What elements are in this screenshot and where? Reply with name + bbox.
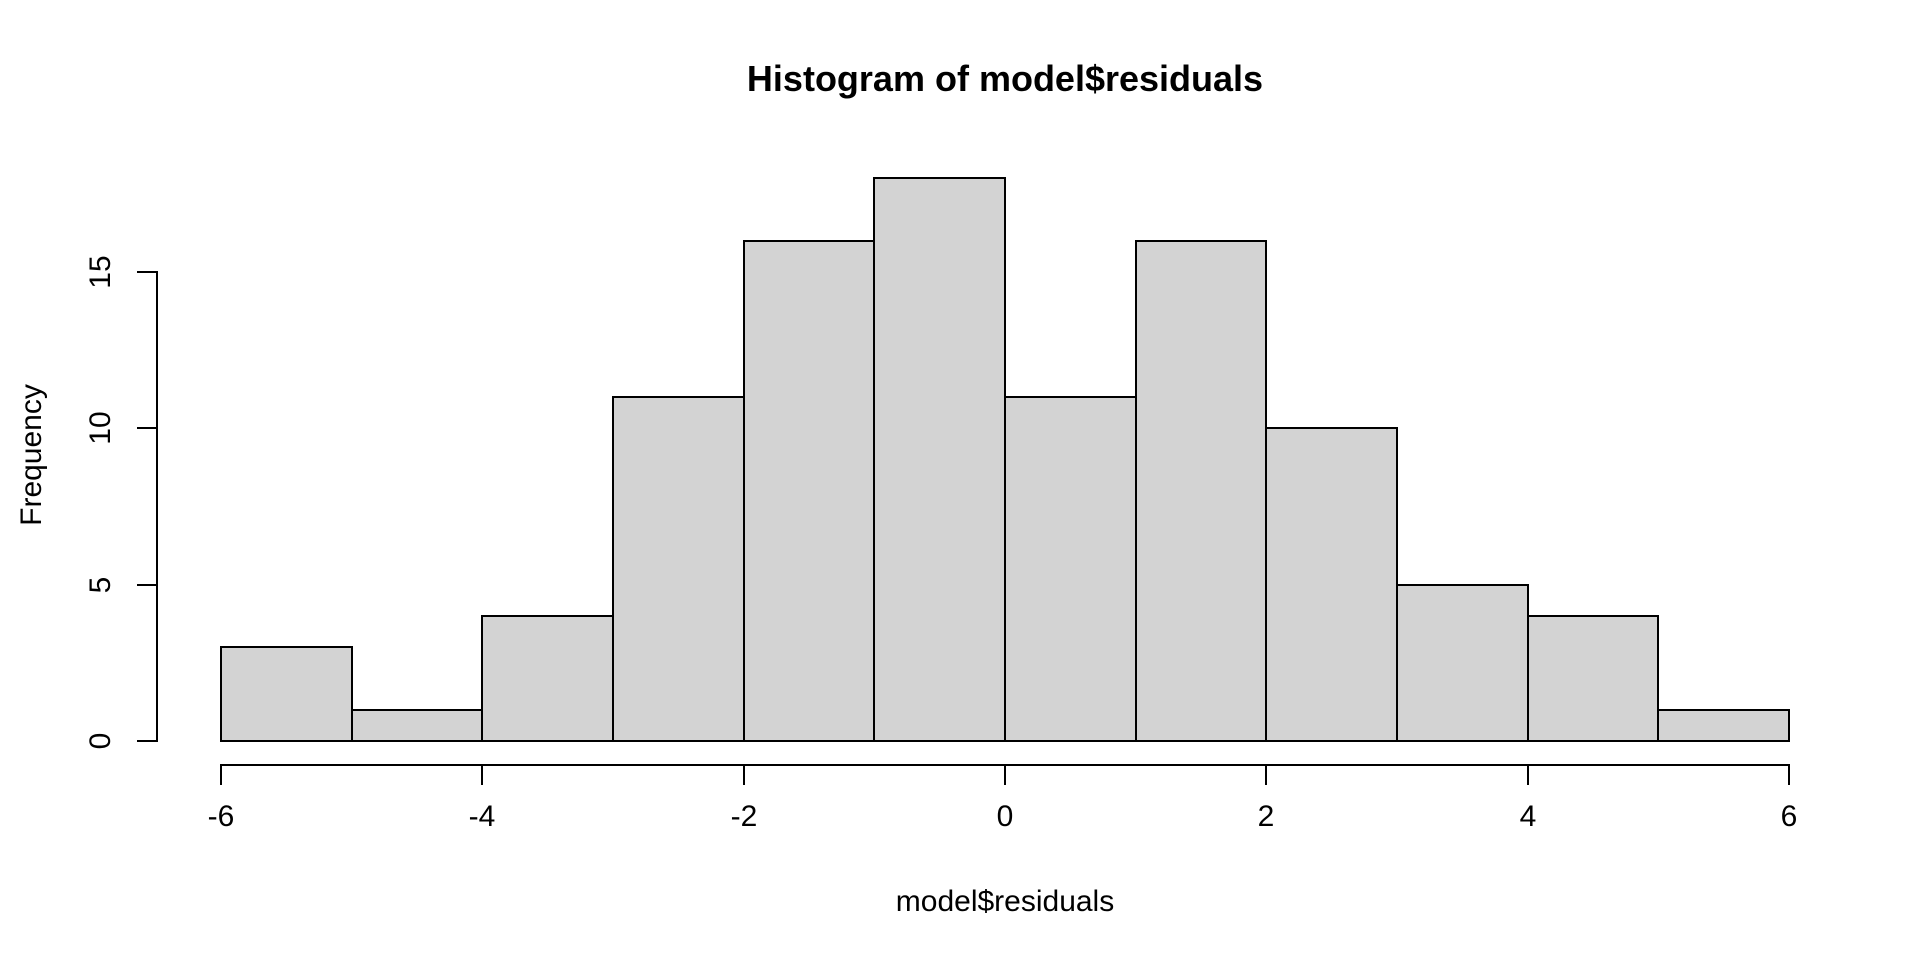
histogram-bar xyxy=(1004,396,1137,742)
histogram-bar xyxy=(1265,427,1398,742)
y-axis-tick-label: 5 xyxy=(84,576,117,594)
histogram-bar xyxy=(1657,709,1790,742)
x-axis-tick xyxy=(1788,766,1790,785)
histogram-bar xyxy=(351,709,483,742)
x-axis-tick-label: -6 xyxy=(207,800,235,833)
y-axis-line xyxy=(156,271,158,742)
x-axis-tick xyxy=(743,766,745,785)
x-axis-tick xyxy=(1004,766,1006,785)
histogram-bar xyxy=(612,396,745,742)
y-axis-tick xyxy=(137,427,157,429)
x-axis-tick xyxy=(1265,766,1267,785)
x-axis-tick xyxy=(220,766,222,785)
x-axis-tick xyxy=(481,766,483,785)
histogram-bar xyxy=(1396,584,1529,742)
x-axis-tick-label: 0 xyxy=(996,800,1014,833)
histogram-bar xyxy=(743,240,875,742)
x-axis-tick-label: 4 xyxy=(1519,800,1537,833)
x-axis-tick-label: 2 xyxy=(1257,800,1275,833)
x-axis-tick-label: -2 xyxy=(730,800,758,833)
y-axis-tick-label: 0 xyxy=(84,732,117,750)
y-axis-title: Frequency xyxy=(15,384,48,526)
histogram-bar xyxy=(1135,240,1267,742)
histogram-bar xyxy=(481,615,614,742)
x-axis-tick-label: 6 xyxy=(1780,800,1798,833)
x-axis-tick-label: -4 xyxy=(468,800,496,833)
y-axis-tick xyxy=(137,271,157,273)
histogram-bar xyxy=(1527,615,1659,742)
y-axis-tick-label: 15 xyxy=(84,255,117,289)
histogram-bar xyxy=(873,177,1006,742)
x-axis-title: model$residuals xyxy=(895,885,1115,918)
y-axis-tick xyxy=(137,584,157,586)
histogram-bar xyxy=(220,646,353,742)
y-axis-tick-label: 10 xyxy=(84,411,117,445)
chart-title: Histogram of model$residuals xyxy=(746,58,1264,99)
y-axis-tick xyxy=(137,740,157,742)
x-axis-line xyxy=(220,764,1790,766)
x-axis-tick xyxy=(1527,766,1529,785)
